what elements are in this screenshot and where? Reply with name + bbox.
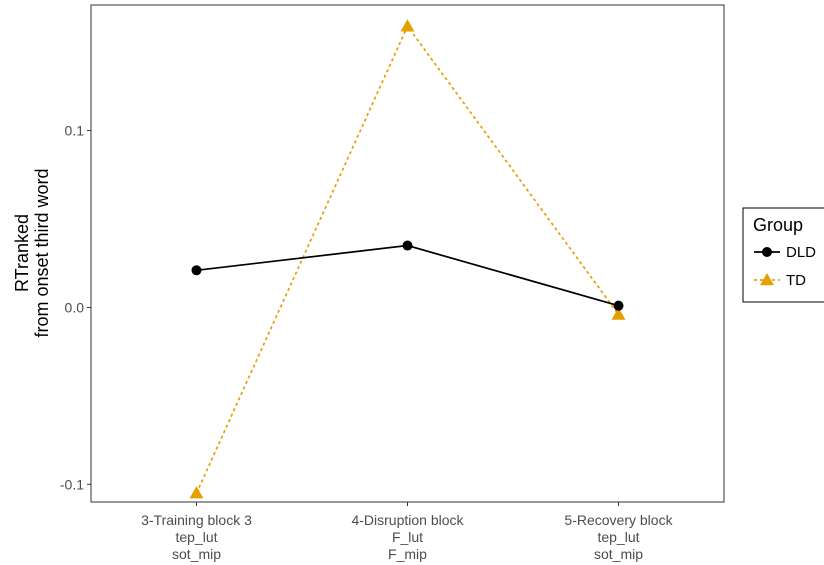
- y-tick-label: 0.0: [65, 299, 85, 315]
- legend-label: TD: [786, 272, 806, 289]
- series-dld: [191, 240, 624, 311]
- x-tick-label: F_mip: [388, 546, 427, 562]
- y-axis-title: RTranked from onset third word: [12, 168, 52, 337]
- legend-key-marker: [762, 247, 772, 257]
- y-tick-label: -0.1: [60, 476, 84, 492]
- legend-title: Group: [753, 215, 803, 235]
- x-tick-label: tep_lut: [597, 529, 639, 545]
- x-tick-label: F_lut: [392, 529, 423, 545]
- data-point-td: [400, 19, 415, 32]
- x-tick-label: 3-Training block 3: [141, 512, 252, 528]
- x-tick-label: sot_mip: [594, 546, 643, 562]
- data-point-dld: [402, 240, 413, 251]
- x-tick-label: 4-Disruption block: [351, 512, 464, 528]
- legend-box: [742, 207, 824, 303]
- legend-item-td: TD: [754, 272, 806, 289]
- series-layer: [189, 19, 626, 499]
- data-point-td: [611, 307, 626, 320]
- y-axis-title-line-1: RTranked: [12, 214, 32, 292]
- data-point-dld: [613, 300, 624, 311]
- legend-label: DLD: [786, 244, 816, 261]
- legend-items: DLD TD: [754, 244, 816, 289]
- legend-key-marker: [760, 273, 774, 286]
- x-tick-label: 5-Recovery block: [564, 512, 673, 528]
- legend-item-dld: DLD: [754, 244, 816, 261]
- data-point-dld: [191, 265, 202, 276]
- plot-panel: [90, 4, 725, 503]
- x-tick-label: sot_mip: [172, 546, 221, 562]
- y-tick-label: 0.1: [65, 123, 85, 139]
- series-td: [189, 19, 626, 499]
- data-point-td: [189, 486, 204, 499]
- x-axis: 3-Training block 3tep_lutsot_mip4-Disrup…: [141, 502, 674, 562]
- x-tick-label: tep_lut: [175, 529, 217, 545]
- y-axis-title-line-2: from onset third word: [32, 168, 52, 337]
- y-axis: -0.1 0.0 0.1: [60, 123, 91, 492]
- legend: Group DLD TD: [742, 207, 824, 303]
